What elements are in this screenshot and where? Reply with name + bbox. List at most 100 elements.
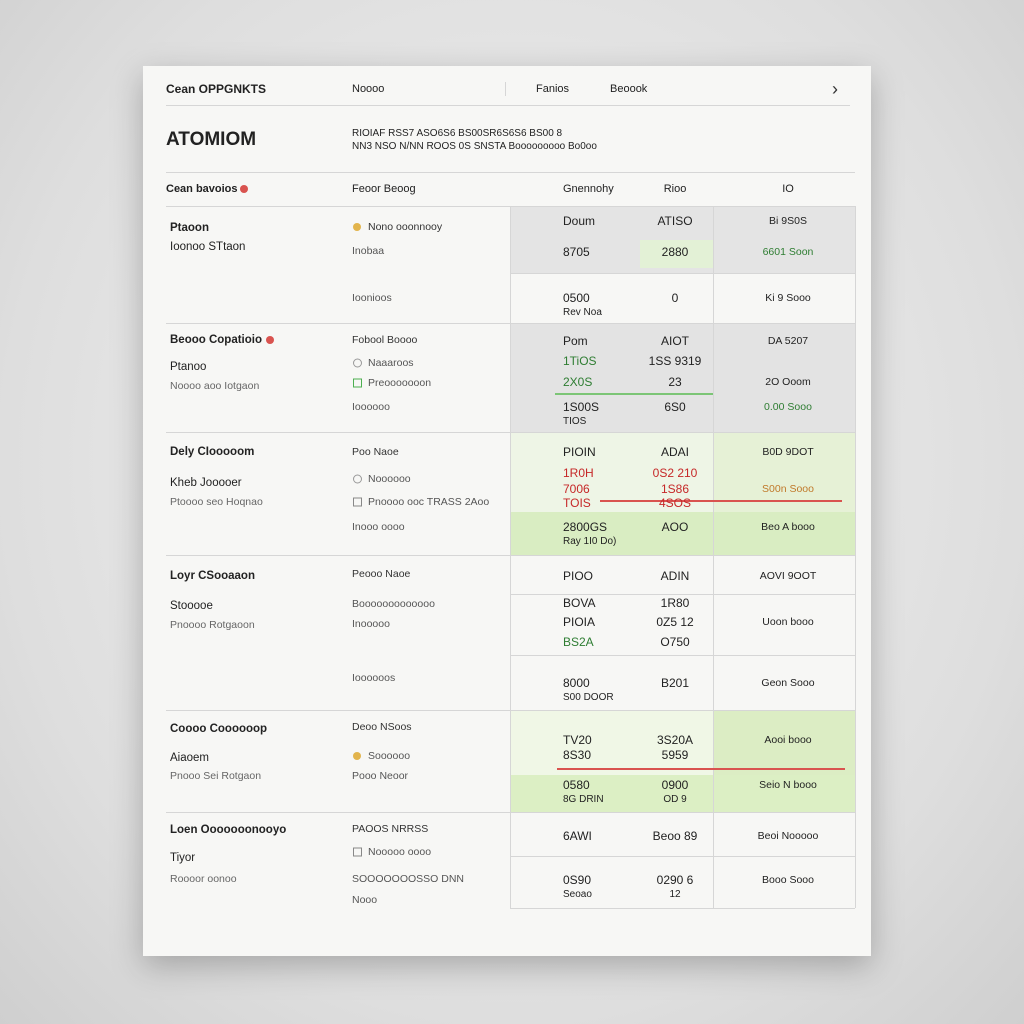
table-cell: 2800GS [563,520,608,534]
table-cell: 1S86 [660,482,690,496]
divider [510,710,511,812]
divider [166,172,855,173]
divider [855,323,856,432]
highlight-band [640,240,713,268]
table-cell: Rev Noa [563,307,602,318]
column-header: Feoor Beoog [352,183,416,195]
row-detail: Preooooooon [368,377,432,389]
divider [510,655,855,656]
row-label: Ptanoo [170,361,207,373]
table-cell: Beoi Nooooo [757,830,819,842]
table-cell: OD 9 [663,794,687,805]
strike-line [557,768,845,770]
divider [855,432,856,555]
table-cell: TOIS [563,496,591,510]
column-header: Cean bavoios [166,183,238,195]
divider [855,555,856,710]
row-detail: Nooo [352,894,378,906]
icon [353,223,361,231]
table-cell: S00 DOOR [563,692,614,703]
nav-link[interactable]: Noooo [352,83,385,95]
divider [510,594,855,595]
table-cell: Seoao [563,889,592,900]
column-header: Rioo [663,183,687,195]
row-detail: Poo Naoe [352,446,399,458]
table-cell: 4SOS [658,496,692,510]
icon [353,358,362,368]
highlight-band [713,710,855,775]
highlight-band [713,432,855,512]
table-cell: AOVI 9OOT [759,570,817,582]
divider [713,555,714,710]
table-cell: 12 [669,889,681,900]
table-cell: 0S90 [563,873,592,887]
table-cell: PIOO [563,569,594,583]
divider [713,710,714,812]
row-label: Pnoooo Rotgaoon [170,619,255,631]
divider [510,812,511,908]
table-cell: B0D 9DOT [762,446,814,458]
row-detail: Deoo NSoos [352,721,412,733]
table-cell: 5959 [661,748,689,762]
page-title: ATOMIOM [166,129,257,150]
row-detail: Booooooooooooo [352,598,435,610]
table-cell: 0S2 210 [652,466,698,480]
row-detail: Soooooo [368,750,411,762]
table-cell: 8S30 [563,748,592,762]
table-cell: 1R0H [563,466,594,480]
row-detail: Noooooo [368,473,411,485]
highlight-band [510,323,855,432]
icon [353,847,362,857]
table-cell: 7006 [563,482,590,496]
row-label: Stooooe [170,600,213,612]
divider [855,710,856,812]
table-cell: 8000 [563,676,590,690]
row-label: Dely CIooooom [170,446,255,458]
row-detail: Ioooooo [352,401,390,413]
table-cell: PIOIA [563,615,596,629]
strike-line [600,500,842,502]
nav-link[interactable]: Fanios [536,83,570,95]
table-cell: AIOT [660,334,690,348]
table-cell: Doum [563,214,596,228]
divider [510,908,855,909]
table-cell: 2880 [661,245,689,259]
row-label: Beooo Copatioio [170,334,262,346]
table-cell: 0290 6 [656,873,694,887]
table-cell: 8705 [563,245,590,259]
divider [855,206,856,323]
table-cell: 6601 Soon [762,246,814,258]
table-cell: Booo Sooo [762,874,814,886]
row-detail: Nooooo oooo [368,846,432,858]
table-cell: 0Z5 12 [656,615,694,629]
row-detail: Ioooooos [352,672,396,684]
icon [353,378,362,388]
column-header: Gnennohy [563,183,614,195]
table-cell: TIOS [563,416,587,427]
nav-link[interactable]: Beoook [610,83,648,95]
row-label: Pnooo Sei Rotgaon [170,770,262,782]
icon [240,185,248,193]
divider [510,323,511,432]
divider [510,273,855,274]
icon [353,497,362,507]
table-cell: 1TiOS [563,354,597,368]
row-detail: PAOOS NRRSS [352,823,429,835]
table-cell: 6S0 [664,400,686,414]
table-cell: 0.00 Sooo [764,401,812,413]
table-cell: Ray 1I0 Do) [563,536,617,547]
row-detail: Inobaa [352,245,385,257]
table-cell: ADAI [660,445,690,459]
column-header: IO [782,183,794,195]
next-arrow[interactable]: › [832,79,838,99]
table-cell: 6AWI [563,829,592,843]
description: RIOIAF RSS7 ASO6S6 BS00SR6S6S6 BS00 8 [352,128,563,139]
row-label: Ioonoo STtaon [170,241,246,253]
row-detail: SOOOOOOOSSO DNN [352,873,465,885]
table-cell: TV20 [563,733,592,747]
row-detail: Ioonioos [352,292,392,304]
table-cell: PIOIN [563,445,596,459]
icon [266,336,274,344]
brand: Cean OPPGNKTS [166,82,267,96]
divider [713,206,714,323]
